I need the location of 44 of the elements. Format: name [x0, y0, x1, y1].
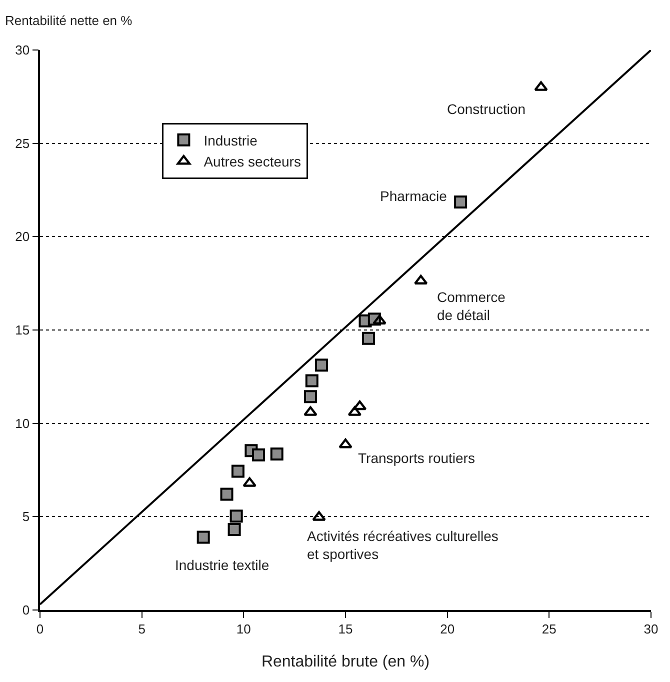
annotation: Commerce de détail: [437, 289, 506, 324]
y-tick-label: 25: [15, 136, 30, 151]
point: [228, 523, 241, 536]
x-axis-title: Rentabilité brute (en %): [261, 654, 430, 671]
point: [534, 81, 548, 91]
annotation: Transports routiers: [358, 450, 475, 466]
point: [454, 195, 468, 208]
y-tick-label: 30: [15, 42, 30, 58]
point: [242, 477, 256, 487]
point: [338, 438, 352, 448]
x-tick-label: 25: [542, 621, 556, 636]
x-tick-label: 5: [138, 621, 146, 636]
legend-label: Industrie: [204, 132, 258, 148]
x-tick-label: 0: [36, 621, 44, 636]
point: [304, 390, 317, 404]
annotation: Activités récréatives culturelles et sportives: [307, 528, 498, 562]
point: [352, 400, 367, 410]
x-tick-label: 10: [236, 621, 251, 636]
point: [314, 358, 328, 372]
point: [312, 511, 326, 521]
y-tick-label: 0: [22, 602, 30, 618]
y-tick-label: 5: [22, 509, 30, 524]
point: [252, 448, 266, 462]
x-tick-label: 20: [440, 621, 455, 636]
legend-label: Autres secteurs: [204, 154, 301, 170]
annotation: Pharmacie: [380, 188, 448, 204]
x-tick-label: 30: [644, 621, 658, 636]
y-tick-label: 10: [15, 416, 30, 431]
y-axis-title: Rentabilité nette en %: [5, 13, 133, 28]
y-tick-label: 20: [15, 229, 30, 244]
point: [304, 406, 318, 416]
point: [220, 488, 234, 501]
point: [305, 374, 318, 388]
annotation: Industrie textile: [175, 557, 270, 573]
point: [372, 314, 386, 324]
point: [362, 332, 376, 345]
annotation: Construction: [447, 101, 526, 117]
point: [270, 447, 284, 460]
point: [230, 510, 243, 523]
point: [414, 274, 428, 285]
y-tick-label: 15: [15, 322, 30, 338]
point: [231, 464, 244, 478]
x-tick-label: 15: [338, 621, 353, 636]
point: [196, 530, 210, 544]
